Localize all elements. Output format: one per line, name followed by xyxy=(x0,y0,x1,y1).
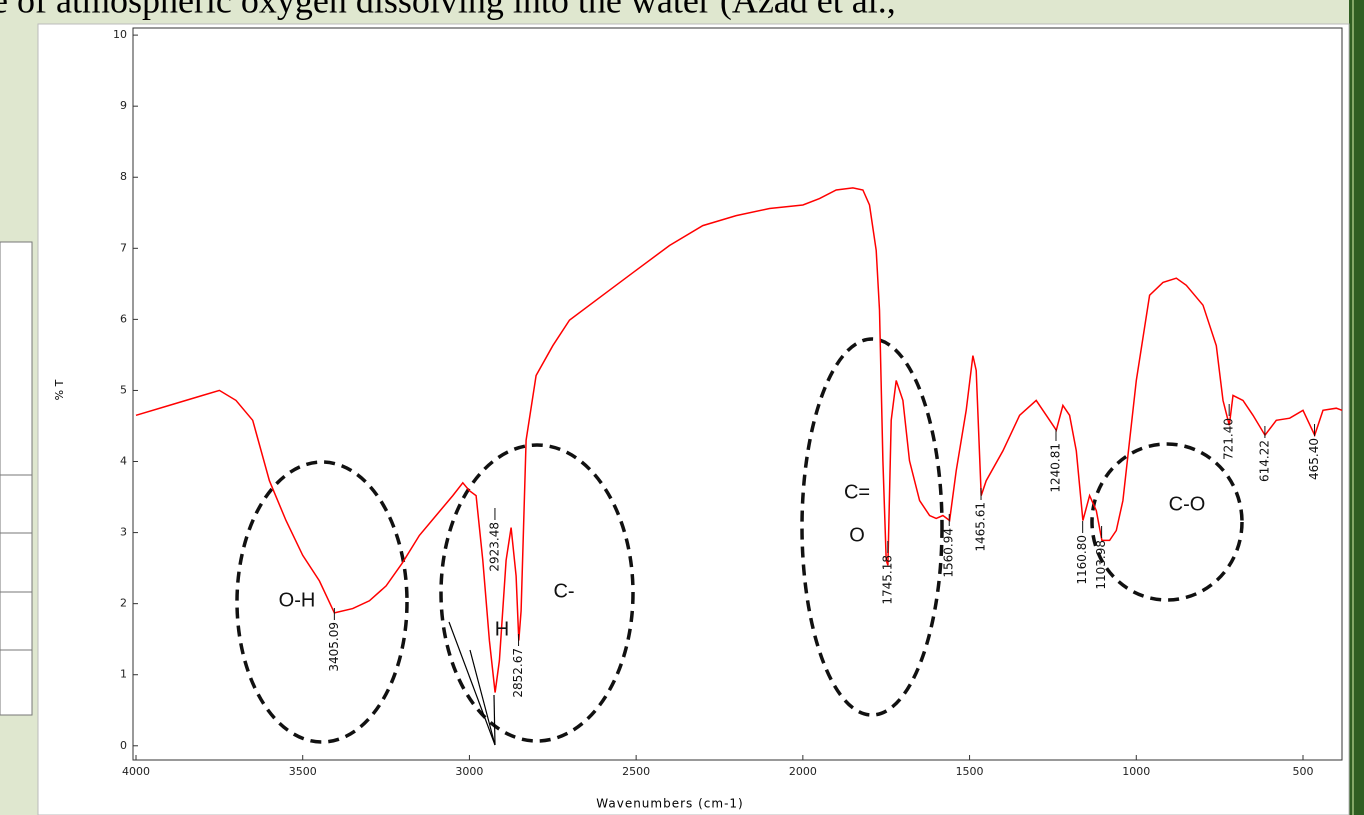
peak-label: 1465.61 xyxy=(974,502,988,552)
x-tick-label: 1500 xyxy=(956,765,984,778)
page-border xyxy=(1349,0,1364,815)
annotation-label: C- xyxy=(553,580,574,602)
plot-frame xyxy=(132,27,1343,761)
peak-label: 721.40 xyxy=(1222,418,1236,460)
peak-label: 1745.18 xyxy=(880,555,894,605)
x-tick-label: 3000 xyxy=(455,765,483,778)
peak-label: 1160.80 xyxy=(1075,535,1089,585)
table-cell xyxy=(0,241,33,716)
y-tick-label: 10 xyxy=(113,28,127,41)
pointer-line xyxy=(469,649,496,746)
annotation-label: C-O xyxy=(1169,493,1206,515)
y-tick-label: 6 xyxy=(120,312,127,325)
peak-label: 1103.98 xyxy=(1094,540,1108,590)
x-tick-label: 2500 xyxy=(622,765,650,778)
annotation-shapes xyxy=(235,337,1244,744)
x-axis-label: Wavenumbers (cm-1) xyxy=(596,797,743,811)
x-tick-label: 4000 xyxy=(122,765,150,778)
highlight-ellipse xyxy=(800,337,944,717)
peak-label: 1240.81 xyxy=(1048,443,1062,493)
y-axis-label: % T xyxy=(53,379,66,400)
peak-label: 2852.67 xyxy=(511,648,525,698)
peak-label: 614.22 xyxy=(1257,440,1271,482)
y-tick-label: 7 xyxy=(120,241,127,254)
x-tick-label: 3500 xyxy=(289,765,317,778)
y-tick-label: 8 xyxy=(120,170,127,183)
pointer-lines xyxy=(448,621,496,746)
table-fragment xyxy=(0,241,33,716)
annotation-label: C= xyxy=(844,481,870,503)
x-tick-label: 1000 xyxy=(1122,765,1150,778)
pointer-line xyxy=(448,621,496,746)
spectrum-line xyxy=(135,187,1343,693)
pointer-line xyxy=(493,694,496,746)
y-tick-label: 3 xyxy=(120,526,127,539)
y-tick-label: 1 xyxy=(120,668,127,681)
peak-label: 1560.94 xyxy=(942,528,956,578)
x-tick-label: 2000 xyxy=(789,765,817,778)
highlight-ellipse xyxy=(1090,442,1244,602)
annotation-label: O-H xyxy=(279,589,316,611)
document-text: e of atmospheric oxygen dissolving into … xyxy=(0,0,896,20)
figure-image xyxy=(37,23,1350,815)
highlight-ellipse xyxy=(439,443,635,743)
y-tick-label: 4 xyxy=(120,455,127,468)
y-tick-label: 5 xyxy=(120,383,127,396)
peak-label: 3405.09 xyxy=(327,622,341,672)
peak-label: 2923.48 xyxy=(487,522,501,572)
y-tick-label: 9 xyxy=(120,99,127,112)
peak-label: 465.40 xyxy=(1307,438,1321,480)
y-tick-label: 2 xyxy=(120,597,127,610)
y-tick-label: 0 xyxy=(120,739,127,752)
x-tick-label: 500 xyxy=(1292,765,1313,778)
annotation-label: H xyxy=(495,618,509,640)
highlight-ellipse xyxy=(235,460,409,744)
annotation-label: O xyxy=(849,524,865,546)
